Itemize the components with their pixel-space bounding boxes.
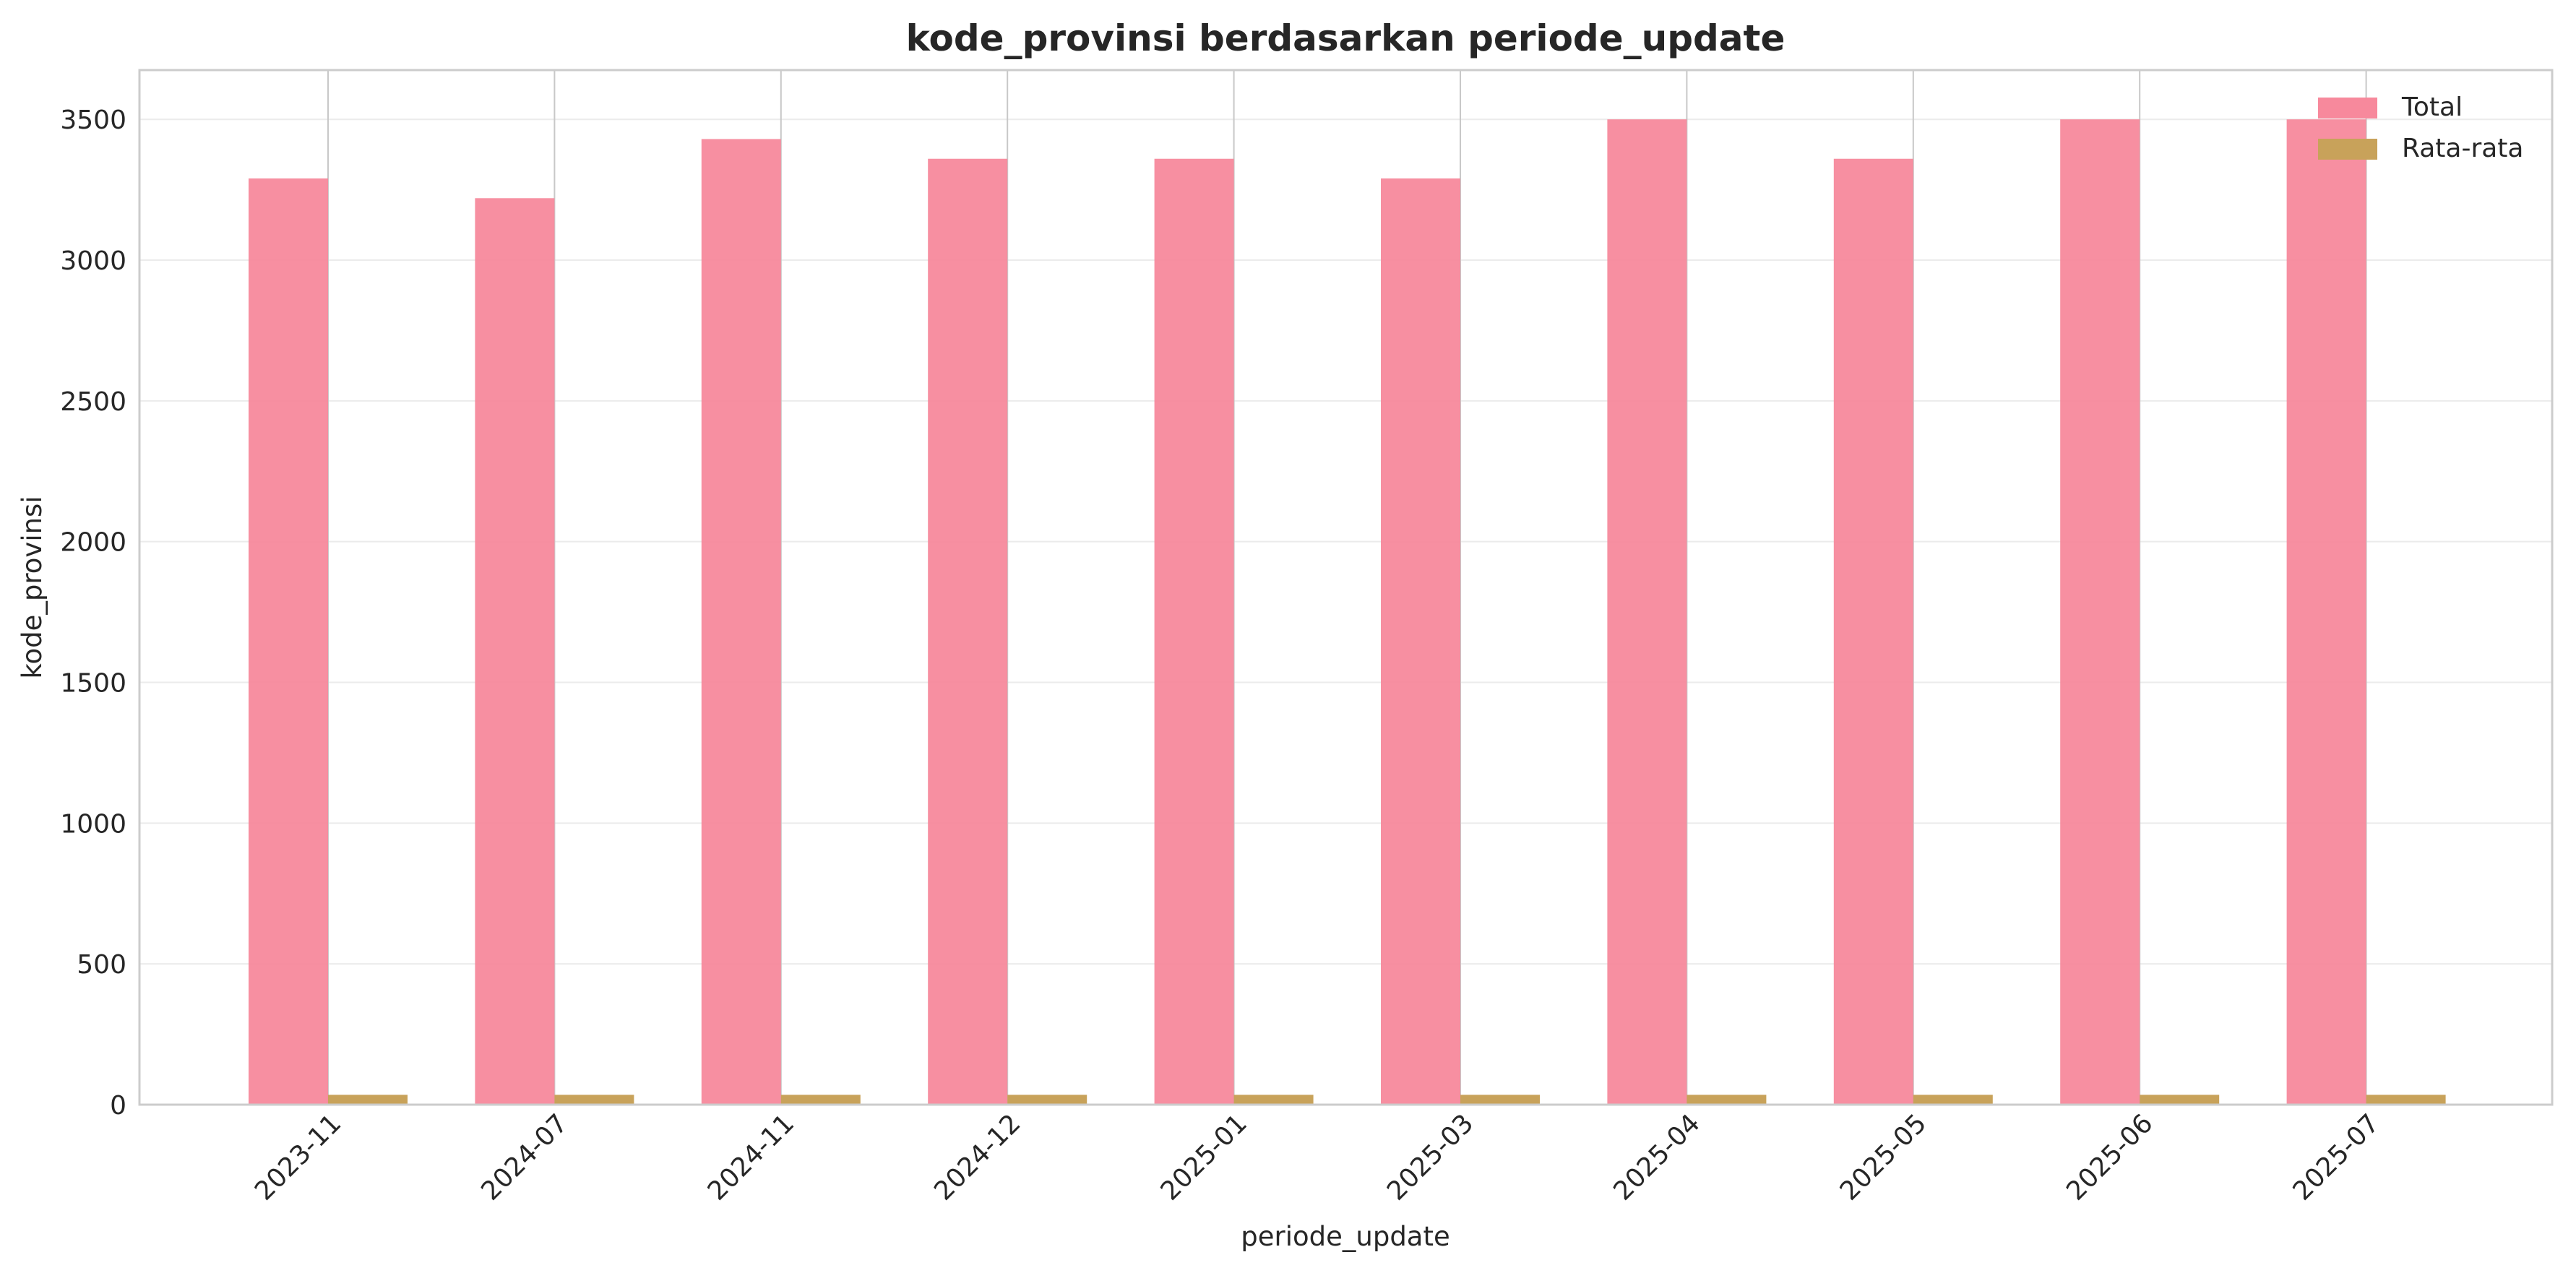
x-tick-label: 2024-07 [475, 1108, 573, 1206]
x-tick-label: 2025-04 [1608, 1108, 1705, 1206]
y-axis-label: kode_provinsi [17, 496, 48, 678]
x-tick-label: 2025-06 [2061, 1108, 2158, 1206]
bar-rata-rata [780, 1095, 861, 1105]
bar-total [475, 198, 555, 1105]
chart-title: kode_provinsi berdasarkan periode_update [906, 17, 1785, 59]
x-tick-label: 2025-05 [1835, 1108, 1932, 1206]
x-axis-label: periode_update [1241, 1221, 1450, 1252]
y-tick-label: 2500 [60, 387, 126, 417]
bar-total [2060, 119, 2140, 1105]
bar-total [1607, 119, 1687, 1105]
bar-total [928, 158, 1008, 1105]
bar-rata-rata [2366, 1095, 2446, 1105]
bar-total [249, 178, 328, 1105]
x-tick-label: 2025-03 [1382, 1108, 1479, 1206]
legend-swatch [2318, 139, 2377, 160]
y-tick-label: 500 [77, 950, 126, 980]
x-tick-label: 2025-07 [2288, 1108, 2385, 1206]
bar-rata-rata [1687, 1095, 1767, 1105]
legend-label: Total [2401, 92, 2463, 122]
plot-frame [138, 69, 2554, 1106]
bar-rata-rata [1007, 1095, 1087, 1105]
bars [249, 119, 2446, 1105]
bar-total [1381, 178, 1460, 1105]
bar-rata-rata [1460, 1095, 1540, 1105]
bar-total [1154, 158, 1234, 1105]
bar-rata-rata [2140, 1095, 2220, 1105]
x-tick-label: 2024-12 [929, 1108, 1026, 1206]
y-tick-label: 2000 [60, 528, 126, 558]
x-tick-label: 2023-11 [249, 1108, 347, 1206]
bar-total [2286, 119, 2366, 1105]
bar-rata-rata [1913, 1095, 1993, 1105]
x-tick-label: 2024-11 [702, 1108, 800, 1206]
bar-rata-rata [1233, 1095, 1314, 1105]
y-tick-label: 0 [110, 1091, 126, 1121]
bar-rata-rata [328, 1095, 408, 1105]
x-axis-ticks: 2023-11 2024-07 2024-11 2024-12 2025-01 2025-… [249, 1108, 2385, 1206]
x-tick-label: 2025-01 [1155, 1108, 1253, 1206]
y-tick-label: 3500 [60, 105, 126, 135]
bar-total [701, 139, 781, 1105]
legend-label: Rata-rata [2402, 134, 2524, 163]
y-tick-label: 1500 [60, 669, 126, 699]
bar-total [1833, 158, 1913, 1105]
y-tick-label: 3000 [60, 246, 126, 276]
y-tick-label: 1000 [60, 809, 126, 839]
legend: Total Rata-rata [2318, 92, 2524, 163]
y-axis-ticks: 0 500 1000 1500 2000 2500 3000 3500 [60, 105, 126, 1121]
bar-rata-rata [554, 1095, 634, 1105]
legend-swatch [2318, 98, 2377, 118]
